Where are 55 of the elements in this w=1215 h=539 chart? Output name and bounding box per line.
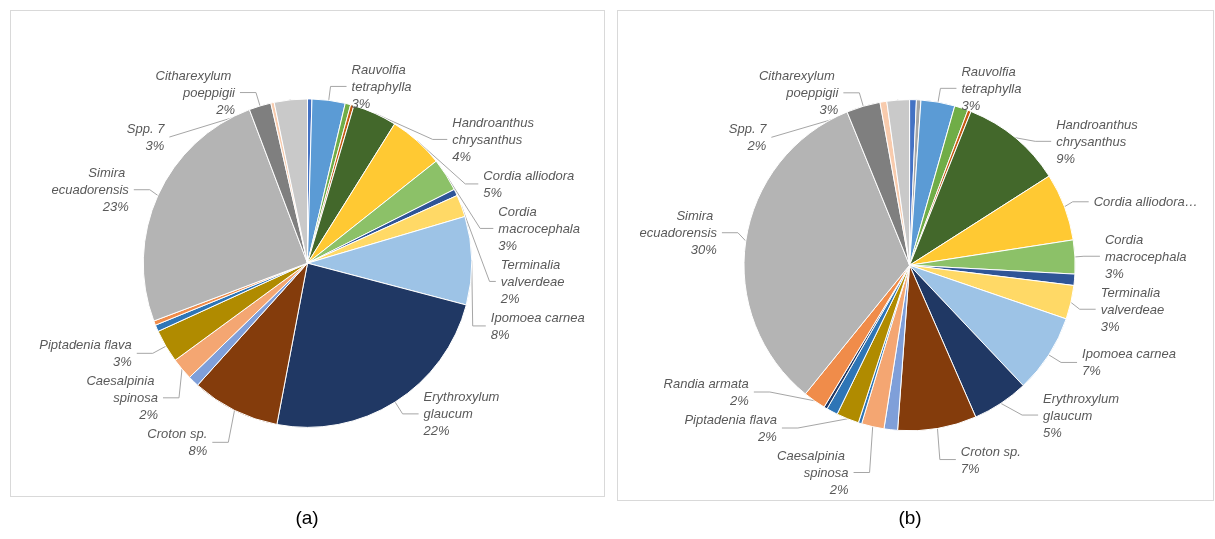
slice-label: Ipomoea carnea	[490, 309, 585, 325]
slice-label: Terminalia valverdeae	[1100, 284, 1165, 317]
slice-label: Cordia macrocephala	[498, 203, 580, 236]
data-label: 3%	[351, 95, 371, 111]
slice-label: Piptadenia flava	[684, 412, 777, 427]
data-label: 7%	[960, 460, 980, 476]
slice-label: Simira ecuadorensis	[639, 208, 718, 241]
data-label: 2%	[746, 138, 767, 154]
data-label: 30%	[690, 242, 717, 258]
slice-label: Citharexylum poeppigii	[758, 68, 840, 101]
data-label: 8%	[490, 326, 510, 342]
slice-label: Erythroxylum glaucum	[1043, 390, 1123, 423]
slice-label: Handroanthus chrysanthus	[1056, 116, 1142, 149]
slice-label: Croton sp.	[960, 443, 1021, 459]
data-label: 3%	[498, 237, 518, 253]
data-label: 23%	[101, 199, 129, 215]
data-label: 3%	[1100, 318, 1120, 334]
slice-label: Ipomoea carnea	[1082, 346, 1177, 362]
data-label: 2%	[828, 482, 849, 497]
data-label: 2%	[729, 393, 749, 408]
data-label: 3%	[819, 102, 839, 118]
data-label: 3%	[961, 97, 981, 113]
slice-label: Spp. 7	[728, 121, 768, 137]
slice-label: Cordia alliodora	[483, 167, 575, 183]
slice-label: Rauvolfia tetraphylla	[961, 63, 1022, 96]
data-label: 3%	[145, 138, 165, 154]
data-label: 5%	[1043, 424, 1062, 440]
data-label: 9%	[1056, 150, 1075, 166]
slice-label: Caesalpinia spinosa	[777, 448, 849, 480]
slice-label: Croton sp.	[147, 426, 208, 442]
data-label: 3%	[1104, 265, 1124, 281]
slice-label: Citharexylum poeppigii	[155, 68, 237, 101]
slice-label: Handroanthus chrysanthus	[452, 114, 538, 147]
data-label: 7%	[1082, 363, 1101, 379]
data-label: 3%	[112, 354, 132, 370]
slice-label: Caesalpinia spinosa	[86, 373, 158, 406]
data-label: 2%	[499, 290, 520, 306]
slice-label: Piptadenia flava	[39, 337, 132, 353]
data-label: 8%	[188, 443, 208, 459]
slice-label: Erythroxylum glaucum	[423, 389, 504, 422]
slice-label: Terminalia valverdeae	[500, 256, 565, 289]
slice-label: Simira ecuadorensis	[51, 165, 130, 198]
data-label: 2%	[215, 102, 235, 118]
data-label: 2%	[138, 407, 158, 423]
data-label: 2%	[757, 429, 777, 444]
slice-label: Randia armata	[663, 376, 749, 391]
data-label: 4%	[452, 148, 472, 164]
slice-label: Rauvolfia tetraphylla	[351, 61, 412, 94]
text: (b)	[897, 507, 923, 529]
slice-label: Spp. 7	[126, 121, 166, 137]
data-label: 22%	[422, 423, 450, 439]
slice-label: Cordia macrocephala	[1104, 231, 1187, 264]
data-label: 5%	[483, 184, 503, 200]
slice-label: Cordia alliodora…	[1093, 194, 1198, 210]
text: (a)	[294, 507, 320, 529]
